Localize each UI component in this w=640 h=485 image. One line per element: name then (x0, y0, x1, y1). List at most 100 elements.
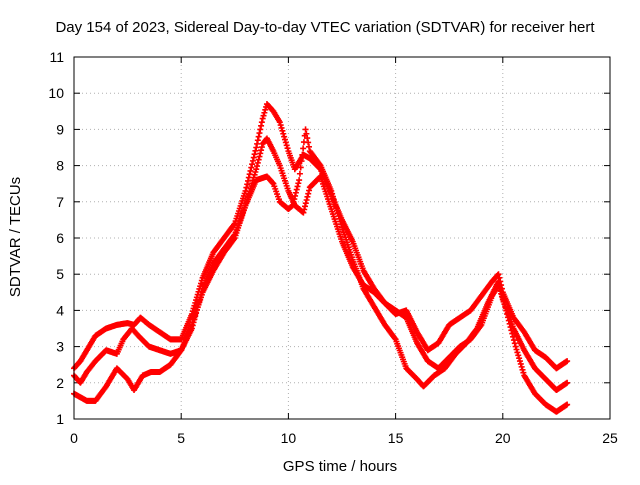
data-point (510, 333, 517, 340)
data-point (512, 343, 519, 350)
y-tick-label: 3 (56, 339, 64, 355)
data-point (247, 167, 254, 174)
data-point (281, 136, 288, 143)
data-point (505, 317, 512, 324)
y-tick-label: 1 (56, 411, 64, 427)
data-point (298, 158, 305, 165)
data-point (302, 200, 309, 207)
grid-layer (74, 57, 610, 419)
data-point (503, 307, 510, 314)
data-point (257, 126, 264, 133)
data-point (299, 151, 306, 158)
data-point (303, 196, 310, 203)
data-point (261, 109, 268, 116)
plot-frame (73, 56, 611, 420)
x-tick-label: 10 (281, 430, 297, 446)
chart-title: Day 154 of 2023, Sidereal Day-to-day VTE… (55, 19, 595, 36)
x-tick-label: 25 (602, 430, 618, 446)
data-point (279, 127, 286, 134)
data-point (258, 147, 265, 154)
data-point (254, 159, 261, 166)
data-point (276, 119, 283, 126)
data-point (293, 186, 300, 193)
data-point (564, 401, 571, 408)
data-point (258, 122, 265, 129)
data-point (391, 335, 398, 342)
series-trace-b (71, 135, 571, 394)
data-point (517, 360, 524, 367)
data-point (509, 330, 516, 337)
data-point (501, 301, 508, 308)
data-point (515, 352, 522, 359)
data-point (254, 140, 261, 147)
data-point (177, 348, 184, 355)
data-point (496, 274, 503, 281)
data-point (297, 164, 304, 171)
y-tick-label: 11 (49, 49, 64, 65)
data-point (289, 202, 296, 209)
y-tick-label: 10 (48, 85, 64, 101)
data-point (502, 304, 509, 311)
data-point (473, 326, 480, 333)
data-point (262, 106, 269, 113)
data-point (495, 278, 502, 285)
data-point (516, 355, 523, 362)
data-point (306, 187, 313, 194)
data-point (292, 192, 299, 199)
data-point (269, 179, 276, 186)
data-point (520, 369, 527, 376)
data-point (302, 203, 309, 210)
data-point (513, 346, 520, 353)
data-point (504, 314, 511, 321)
data-point (255, 156, 262, 163)
data-point (508, 327, 515, 334)
data-point (497, 284, 504, 291)
data-point (244, 181, 251, 188)
data-point (510, 337, 517, 344)
data-point (304, 193, 311, 200)
data-point (256, 153, 263, 160)
data-point (253, 166, 260, 173)
data-point (511, 340, 518, 347)
data-point (253, 144, 260, 151)
data-point (251, 151, 258, 158)
data-point (243, 184, 250, 191)
data-point (254, 163, 261, 170)
data-point (303, 130, 310, 137)
y-tick-label: 2 (56, 375, 64, 391)
data-point (277, 122, 284, 129)
data-point (564, 358, 571, 365)
y-tick-label: 9 (56, 121, 64, 137)
data-point (316, 161, 323, 168)
data-point (281, 133, 288, 140)
x-axis-label: GPS time / hours (283, 458, 397, 475)
y-tick-label: 7 (56, 194, 64, 210)
data-point (514, 349, 521, 356)
data-point (259, 115, 266, 122)
data-point (304, 135, 311, 142)
data-point (507, 324, 514, 331)
data-point (495, 271, 502, 278)
data-point (258, 144, 265, 151)
data-point (278, 124, 285, 131)
data-point (516, 358, 523, 365)
data-point (249, 157, 256, 164)
data-point (282, 139, 289, 146)
data-point (500, 297, 507, 304)
series-trace-a (71, 101, 571, 372)
data-point (280, 130, 287, 137)
data-point (248, 164, 255, 171)
data-point (230, 236, 237, 243)
data-point (519, 366, 526, 373)
data-point (506, 320, 513, 327)
data-point (294, 183, 301, 190)
data-point (257, 150, 264, 157)
data-point (255, 133, 262, 140)
data-point (256, 130, 263, 137)
data-point (250, 154, 257, 161)
data-point (260, 112, 267, 119)
data-point (301, 206, 308, 213)
series-layer (71, 101, 571, 415)
